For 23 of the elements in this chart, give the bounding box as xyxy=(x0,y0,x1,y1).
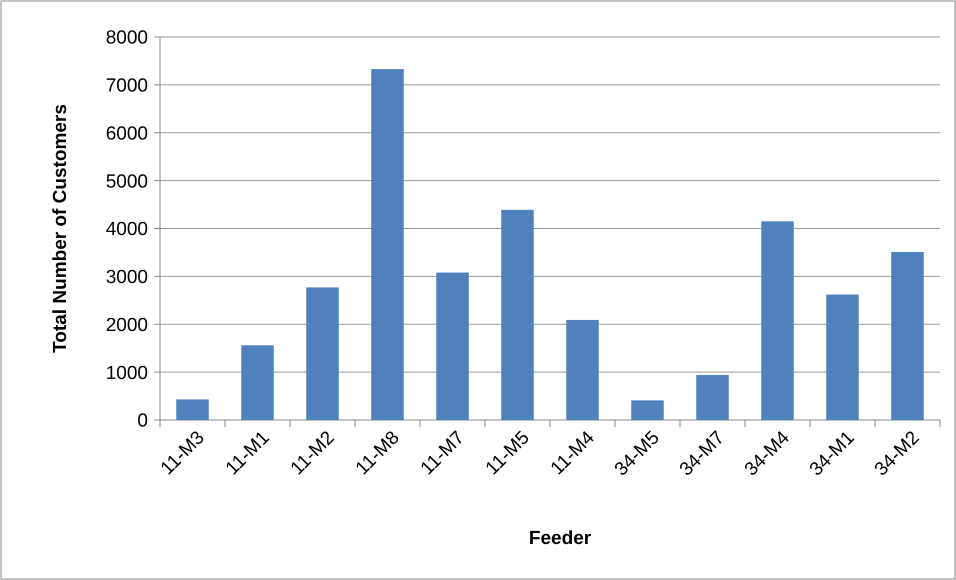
y-tick-label: 0 xyxy=(137,410,148,432)
y-tick-label: 3000 xyxy=(106,267,148,288)
bar xyxy=(436,272,469,420)
bar xyxy=(176,399,209,420)
y-tick-label: 2000 xyxy=(106,314,148,336)
bar xyxy=(696,374,729,420)
y-tick-label: 8000 xyxy=(106,28,148,49)
bar xyxy=(761,221,794,420)
y-axis-title: Total Number of Customers xyxy=(50,104,71,353)
bar xyxy=(826,294,859,420)
bar xyxy=(566,320,599,420)
bar xyxy=(631,400,664,420)
y-tick-label: 7000 xyxy=(106,76,148,97)
bar xyxy=(241,345,274,420)
y-tick-label: 1000 xyxy=(106,362,148,384)
bar xyxy=(501,210,534,420)
bar xyxy=(371,69,404,420)
bar xyxy=(306,287,339,420)
y-tick-label: 5000 xyxy=(106,171,148,192)
bar xyxy=(891,252,924,420)
y-tick-label: 6000 xyxy=(106,123,148,144)
x-axis-title: Feeder xyxy=(528,528,592,549)
y-tick-label: 4000 xyxy=(106,219,148,240)
